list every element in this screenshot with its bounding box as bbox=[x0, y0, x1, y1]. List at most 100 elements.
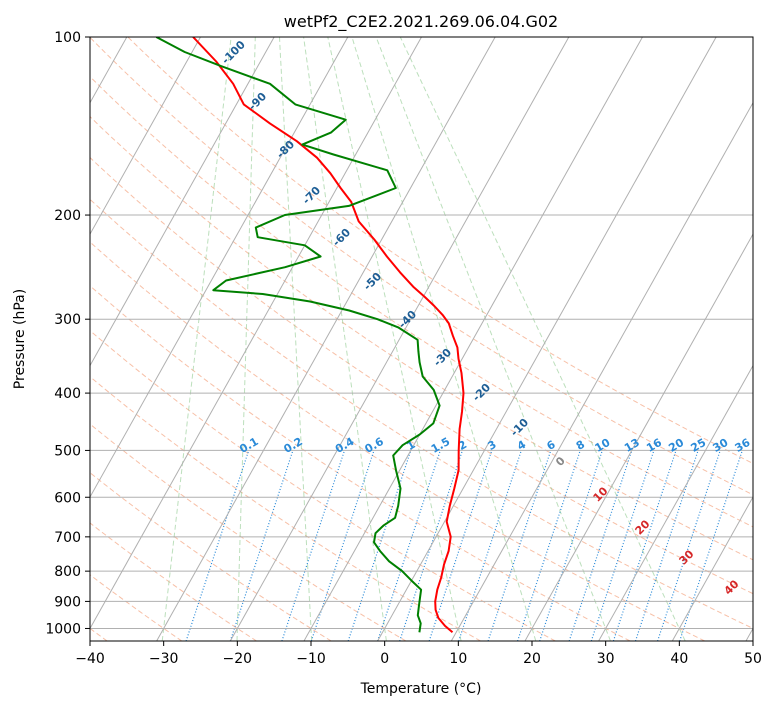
mixing-ratio-line bbox=[612, 450, 677, 641]
moist-adiabat-line bbox=[351, 37, 537, 641]
isotherm-line bbox=[303, 37, 643, 641]
mixing-ratio-label: 1.5 bbox=[429, 435, 452, 456]
dry-adiabat-label: -60 bbox=[330, 226, 353, 249]
y-axis-label: Pressure (hPa) bbox=[12, 289, 28, 389]
moist-adiabat-line bbox=[375, 37, 611, 641]
dry-adiabat-label: 40 bbox=[722, 577, 742, 597]
mixing-ratio-label: 16 bbox=[644, 436, 664, 455]
moist-adiabat-line bbox=[303, 37, 387, 641]
moist-adiabat-line bbox=[161, 37, 232, 641]
mixing-ratio-line bbox=[568, 450, 633, 641]
y-tick-label: 900 bbox=[54, 594, 81, 610]
mixing-ratio-label: 30 bbox=[711, 436, 731, 455]
isotherm-line bbox=[671, 496, 753, 641]
dry-adiabat-line bbox=[90, 423, 407, 641]
dry-adiabat-label: 0 bbox=[553, 454, 568, 469]
isotherm-line bbox=[156, 37, 496, 641]
dry-adiabat-line bbox=[90, 75, 753, 528]
mixing-ratio-label: 13 bbox=[622, 436, 642, 455]
mixing-ratio-line bbox=[229, 450, 294, 641]
dry-adiabat-label: -80 bbox=[274, 138, 297, 161]
isopleth-labels: -100-90-80-70-60-50-40-30-20-10010203040… bbox=[219, 38, 753, 598]
dry-adiabat-line bbox=[90, 285, 631, 641]
axes: −40 −30 −20 −10 0 10 20 30 40 5010009008007006005… bbox=[45, 30, 762, 667]
dry-adiabats bbox=[90, 37, 753, 641]
y-tick-label: 700 bbox=[54, 530, 81, 546]
mixing-ratio-line bbox=[657, 450, 721, 641]
x-tick-label: 20 bbox=[523, 651, 541, 667]
x-axis-label: Temperature (°C) bbox=[360, 681, 482, 697]
x-tick-label: 40 bbox=[670, 651, 688, 667]
isotherm-line bbox=[450, 101, 753, 641]
series-line-dewpoint bbox=[155, 37, 441, 633]
dry-adiabat-label: -20 bbox=[470, 381, 493, 404]
y-tick-label: 100 bbox=[54, 30, 81, 46]
dry-adiabat-line bbox=[90, 115, 753, 561]
x-tick-label: −10 bbox=[296, 651, 326, 667]
moist-adiabat-line bbox=[279, 37, 313, 641]
dry-adiabat-line bbox=[90, 376, 481, 641]
x-tick-label: −30 bbox=[149, 651, 179, 667]
y-tick-label: 500 bbox=[54, 443, 81, 459]
dry-adiabat-label: -30 bbox=[431, 346, 454, 369]
mixing-ratio-label: 0.4 bbox=[333, 435, 357, 456]
x-tick-label: 0 bbox=[380, 651, 389, 667]
sounding-series bbox=[155, 37, 465, 634]
series-line-temperature bbox=[192, 37, 465, 634]
isotherm-line bbox=[229, 37, 570, 641]
mixing-ratio-line bbox=[487, 450, 552, 641]
mixing-ratio-line bbox=[634, 450, 699, 641]
isotherm-line bbox=[90, 37, 422, 630]
mixing-ratio-line bbox=[185, 450, 250, 641]
chart-title: wetPf2_C2E2.2021.269.06.04.G02 bbox=[284, 12, 558, 32]
x-tick-label: −40 bbox=[75, 651, 105, 667]
isotherm-line bbox=[90, 37, 349, 499]
mixing-ratio-line bbox=[539, 450, 603, 641]
dry-adiabat-label: 10 bbox=[591, 484, 611, 504]
dry-adiabat-line bbox=[90, 241, 705, 641]
mixing-ratio-line bbox=[428, 450, 493, 641]
dry-adiabat-label: -70 bbox=[300, 184, 323, 207]
mixing-ratio-label: 0.1 bbox=[237, 435, 260, 456]
x-tick-label: 30 bbox=[597, 651, 615, 667]
isotherm-line bbox=[598, 364, 753, 641]
y-tick-label: 1000 bbox=[45, 621, 81, 637]
moist-adiabat-line bbox=[236, 37, 256, 641]
moist-adiabat-line bbox=[327, 37, 462, 641]
y-tick-label: 300 bbox=[54, 312, 81, 328]
isobars bbox=[90, 37, 753, 629]
mixing-ratio-label: 36 bbox=[733, 436, 753, 455]
dry-adiabat-line bbox=[127, 37, 753, 465]
isotherm-line bbox=[524, 233, 753, 641]
y-tick-label: 200 bbox=[54, 208, 81, 224]
isotherm-line bbox=[377, 37, 717, 641]
plot-area: -100-90-80-70-60-50-40-30-20-10010203040… bbox=[90, 37, 753, 641]
x-tick-label: −20 bbox=[223, 651, 253, 667]
dry-adiabat-label: -10 bbox=[508, 416, 531, 439]
plot-frame bbox=[89, 36, 754, 642]
dry-adiabat-line bbox=[90, 329, 556, 641]
isotherms bbox=[90, 37, 753, 641]
x-tick-label: 50 bbox=[744, 651, 762, 667]
moist-adiabat-line bbox=[399, 37, 686, 641]
dry-adiabat-label: -100 bbox=[219, 38, 248, 67]
mixing-ratio-line bbox=[590, 450, 655, 641]
y-tick-label: 400 bbox=[54, 386, 81, 402]
mixing-ratio-label: 0.6 bbox=[363, 435, 387, 456]
isotherm-line bbox=[90, 37, 275, 367]
isotherm-line bbox=[90, 37, 201, 236]
y-tick-label: 800 bbox=[54, 564, 81, 580]
mixing-ratio-line bbox=[399, 450, 463, 641]
mixing-ratio-line bbox=[377, 450, 441, 641]
mixing-ratio-line bbox=[281, 450, 346, 641]
x-tick-label: 10 bbox=[449, 651, 467, 667]
mixing-ratio-line bbox=[347, 450, 412, 641]
dry-adiabat-line bbox=[90, 156, 753, 595]
y-tick-label: 600 bbox=[54, 490, 81, 506]
dry-adiabat-line bbox=[90, 37, 753, 496]
dry-adiabat-line bbox=[90, 198, 753, 629]
moist-adiabats bbox=[161, 37, 686, 641]
dry-adiabat-label: -50 bbox=[361, 270, 384, 293]
mixing-ratio-line bbox=[517, 450, 581, 641]
